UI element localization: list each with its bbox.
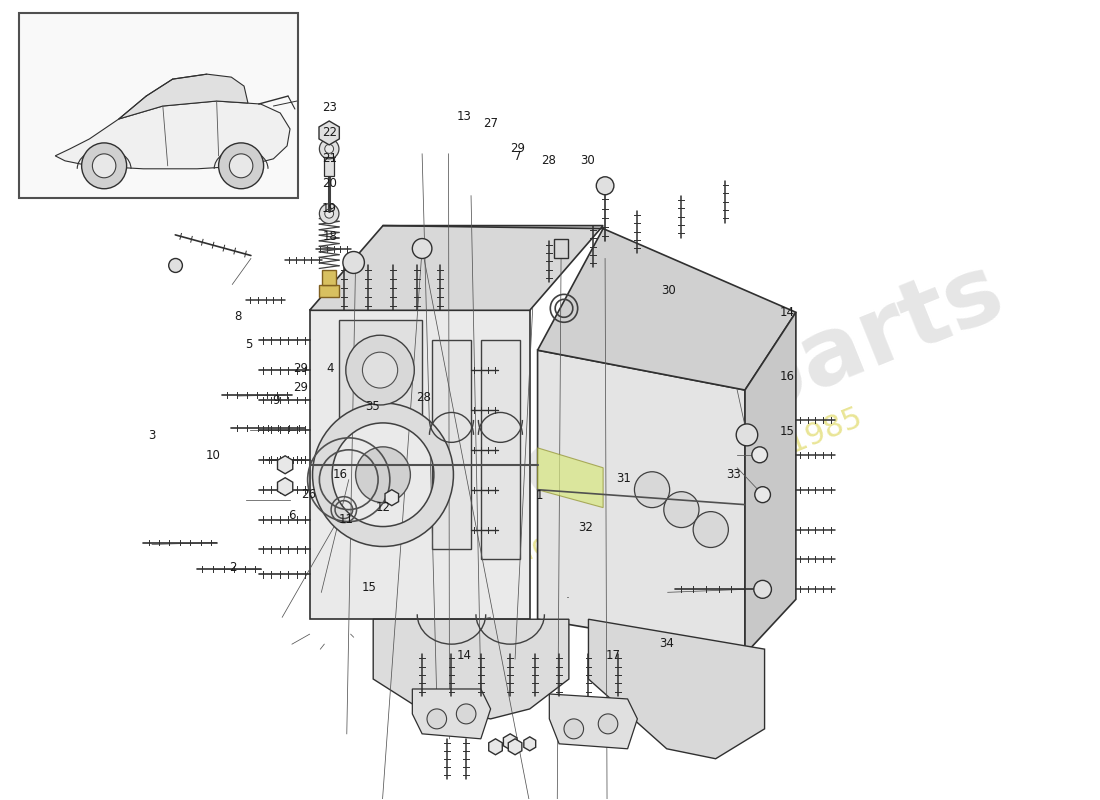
Text: 29: 29 [293, 381, 308, 394]
Polygon shape [412, 689, 491, 739]
Polygon shape [504, 734, 517, 750]
Polygon shape [319, 121, 339, 145]
Text: 4: 4 [326, 362, 333, 374]
Text: 1: 1 [536, 489, 543, 502]
Circle shape [635, 472, 670, 508]
Text: 18: 18 [322, 230, 337, 243]
Text: a passion for parts since 1985: a passion for parts since 1985 [428, 404, 867, 603]
Text: 14: 14 [780, 306, 794, 319]
Text: 30: 30 [661, 284, 676, 298]
Circle shape [355, 447, 410, 502]
Text: 28: 28 [541, 154, 556, 167]
Polygon shape [373, 619, 569, 719]
Text: 28: 28 [416, 391, 431, 404]
Polygon shape [55, 101, 290, 169]
Text: 15: 15 [780, 426, 794, 438]
Polygon shape [339, 320, 422, 420]
Text: 29: 29 [510, 142, 526, 155]
Text: 34: 34 [659, 637, 674, 650]
Bar [319, 286, 339, 298]
Text: 3: 3 [148, 430, 156, 442]
Text: 13: 13 [456, 110, 472, 123]
Circle shape [319, 204, 339, 224]
Circle shape [219, 143, 264, 189]
Polygon shape [538, 229, 796, 390]
Text: 15: 15 [362, 581, 377, 594]
Polygon shape [508, 739, 521, 754]
Text: 10: 10 [206, 450, 221, 462]
Circle shape [362, 352, 398, 388]
Bar [322, 270, 335, 286]
Text: 32: 32 [579, 521, 593, 534]
Circle shape [596, 177, 614, 194]
Text: 19: 19 [322, 202, 338, 215]
Text: 11: 11 [339, 513, 353, 526]
Polygon shape [119, 74, 248, 119]
Polygon shape [524, 737, 536, 750]
Circle shape [230, 154, 253, 178]
Bar [19, 14, 298, 198]
Text: 27: 27 [484, 117, 498, 130]
Circle shape [324, 209, 333, 218]
Circle shape [754, 580, 771, 598]
Polygon shape [385, 490, 398, 506]
Circle shape [755, 486, 770, 502]
Text: 12: 12 [376, 501, 390, 514]
Circle shape [81, 143, 126, 189]
Text: 35: 35 [365, 400, 381, 413]
Bar [554, 238, 568, 258]
Bar [324, 156, 334, 176]
Circle shape [456, 704, 476, 724]
Polygon shape [588, 619, 764, 758]
Text: 14: 14 [456, 649, 472, 662]
Circle shape [564, 719, 584, 739]
Text: 8: 8 [234, 310, 242, 322]
Polygon shape [309, 310, 530, 619]
Text: 9: 9 [272, 394, 279, 406]
Polygon shape [277, 456, 293, 474]
Circle shape [92, 154, 116, 178]
Circle shape [412, 238, 432, 258]
Polygon shape [481, 340, 520, 559]
Circle shape [427, 709, 447, 729]
Polygon shape [432, 340, 471, 550]
Text: 30: 30 [581, 154, 595, 167]
Text: 29: 29 [293, 362, 308, 374]
Polygon shape [549, 694, 637, 749]
Text: 21: 21 [322, 152, 338, 165]
Circle shape [736, 424, 758, 446]
Polygon shape [309, 226, 603, 310]
Polygon shape [745, 312, 796, 654]
Text: 31: 31 [616, 472, 631, 485]
Circle shape [693, 512, 728, 547]
Text: 22: 22 [322, 126, 338, 139]
Circle shape [168, 258, 183, 273]
Text: 17: 17 [605, 649, 620, 662]
Polygon shape [277, 478, 293, 496]
Text: 23: 23 [322, 101, 337, 114]
Polygon shape [538, 350, 745, 654]
Text: eurocarparts: eurocarparts [343, 244, 1015, 587]
Text: 6: 6 [288, 509, 296, 522]
Circle shape [343, 251, 364, 274]
Polygon shape [538, 448, 603, 508]
Circle shape [319, 139, 339, 159]
Text: 5: 5 [245, 338, 253, 350]
Circle shape [324, 144, 333, 154]
Text: 2: 2 [229, 561, 236, 574]
Polygon shape [488, 739, 503, 754]
Text: 16: 16 [333, 468, 348, 481]
Circle shape [345, 335, 415, 405]
Text: 26: 26 [300, 487, 316, 501]
Text: 20: 20 [322, 177, 337, 190]
Circle shape [752, 447, 768, 462]
Text: 7: 7 [515, 150, 521, 163]
Circle shape [663, 492, 698, 527]
Circle shape [598, 714, 618, 734]
Text: 33: 33 [726, 468, 740, 481]
Text: 16: 16 [780, 370, 794, 382]
